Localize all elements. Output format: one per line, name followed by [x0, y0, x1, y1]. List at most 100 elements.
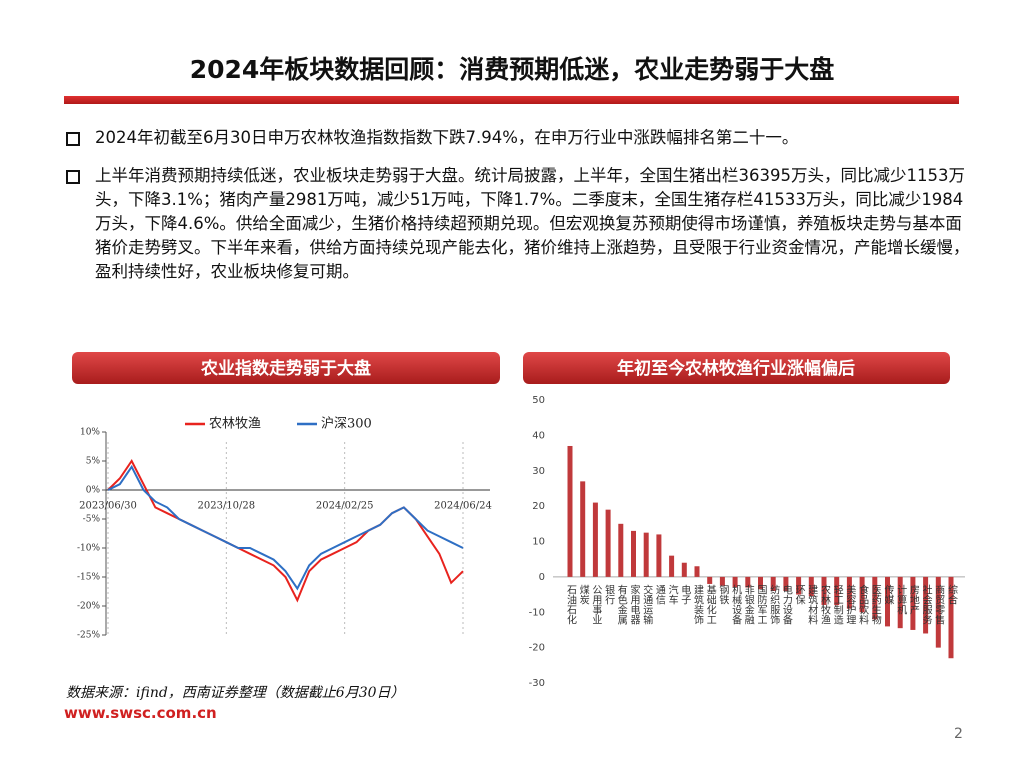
- x-tick-label: 建筑材料: [806, 584, 818, 626]
- bar: [669, 555, 675, 577]
- title-rule: [64, 96, 959, 104]
- bullet: 上半年消费预期持续低迷，农业板块走势弱于大盘。统计局披露，上半年，全国生猪出栏3…: [66, 164, 971, 284]
- bar: [707, 576, 713, 584]
- bar: [846, 576, 852, 609]
- bar: [910, 576, 916, 630]
- x-tick-label: 社会服务: [920, 584, 932, 626]
- bullet-text: 2024年初截至6月30日申万农林牧渔指数指数下跌7.94%，在申万行业中涨跌幅…: [95, 128, 799, 147]
- bar: [783, 576, 789, 592]
- bar: [592, 502, 598, 577]
- bar: [681, 562, 687, 577]
- x-tick-label: 公用事业: [590, 585, 602, 625]
- bar: [834, 576, 840, 606]
- series-line: [107, 459, 464, 603]
- y-tick-label: -10: [529, 607, 545, 618]
- y-tick-label: 0: [539, 572, 545, 583]
- x-tick-label: 轻工制造: [831, 584, 843, 625]
- bar: [605, 509, 611, 577]
- x-tick-label: 综合: [946, 584, 958, 606]
- chart-title: 农业指数走势弱于大盘: [200, 358, 371, 379]
- bar: [694, 566, 700, 577]
- x-tick-label: 石油石化: [565, 585, 577, 625]
- bar: [656, 534, 662, 577]
- x-tick-label: 传媒: [882, 585, 894, 606]
- bar: [618, 523, 624, 577]
- bar: [745, 576, 751, 588]
- x-tick-label: 环保: [793, 585, 805, 606]
- bar: [897, 576, 903, 629]
- x-tick-label: 煤炭: [577, 584, 589, 606]
- x-tick-label: 基础化工: [704, 584, 716, 625]
- x-tick-label: 非银金融: [742, 585, 754, 626]
- slide-title: 2024年板块数据回顾：消费预期低迷，农业走势弱于大盘: [189, 55, 835, 84]
- y-tick-label: -20%: [77, 602, 100, 612]
- bar: [567, 445, 573, 577]
- x-tick-label: 国防军工: [755, 585, 767, 625]
- page-number: 2: [954, 726, 963, 742]
- x-tick-label: 银行: [603, 584, 615, 606]
- chart-banner: [523, 352, 950, 384]
- y-tick-label: 30: [532, 466, 545, 477]
- bullet-box: [66, 170, 80, 184]
- y-tick-label: -25%: [77, 631, 100, 641]
- bar: [935, 576, 941, 648]
- y-tick-label: -15%: [77, 573, 100, 583]
- legend-label: 农林牧渔: [209, 417, 261, 432]
- x-tick-label: 2023/06/30: [79, 501, 137, 512]
- bar: [948, 576, 954, 659]
- x-tick-label: 美容护理: [844, 584, 856, 625]
- y-tick-label: 40: [532, 430, 545, 441]
- x-tick-label: 建筑装饰: [692, 584, 704, 626]
- x-tick-label: 食品饮料: [857, 584, 869, 626]
- x-tick-label: 通信: [653, 585, 665, 606]
- series-line: [107, 464, 464, 591]
- legend-label: 沪深300: [321, 416, 372, 432]
- x-tick-label: 有色金属: [615, 584, 627, 626]
- y-tick-label: -10%: [77, 544, 100, 554]
- y-tick-label: 10%: [80, 428, 100, 438]
- y-tick-label: -5%: [83, 515, 101, 525]
- x-tick-label: 纺织服饰: [768, 584, 780, 626]
- chart-banner: [72, 352, 500, 384]
- source-note: 数据来源：ifind，西南证券整理（数据截止6月30日）: [66, 685, 405, 701]
- x-tick-label: 2024/02/25: [316, 501, 374, 512]
- x-tick-label: 电子: [679, 584, 691, 605]
- bullet: 2024年初截至6月30日申万农林牧渔指数指数下跌7.94%，在申万行业中涨跌幅…: [66, 126, 971, 150]
- y-tick-label: -30: [529, 678, 545, 689]
- x-tick-label: 医药生物: [869, 585, 881, 626]
- x-tick-label: 机械设备: [730, 584, 742, 626]
- y-tick-label: 20: [532, 501, 545, 512]
- y-tick-label: 5%: [86, 457, 101, 467]
- chart-title: 年初至今农林牧渔行业涨幅偏后: [617, 358, 855, 379]
- y-tick-label: -20: [529, 643, 545, 654]
- x-tick-label: 交通运输: [641, 584, 653, 626]
- bar: [885, 576, 890, 627]
- x-tick-label: 农林牧渔: [819, 584, 831, 626]
- x-tick-label: 房地产: [907, 584, 919, 616]
- bar: [631, 530, 636, 577]
- x-tick-label: 电力设备: [780, 584, 792, 626]
- y-tick-label: 10: [532, 537, 545, 548]
- x-tick-label: 钢铁: [717, 584, 729, 606]
- bar: [580, 481, 586, 577]
- x-tick-label: 汽车: [666, 584, 678, 606]
- bar: [923, 576, 929, 634]
- bullet-text: 上半年消费预期持续低迷，农业板块走势弱于大盘。统计局披露，上半年，全国生猪出栏3…: [95, 166, 970, 281]
- bar: [643, 532, 649, 577]
- bar: [719, 576, 725, 586]
- site-url: www.swsc.com.cn: [64, 704, 217, 722]
- bar: [758, 576, 763, 590]
- x-tick-label: 商贸零售: [933, 584, 945, 626]
- bar: [808, 576, 814, 597]
- bar: [796, 576, 802, 595]
- bar: [859, 576, 865, 613]
- bar: [872, 576, 878, 620]
- x-tick-label: 2023/10/28: [198, 501, 256, 512]
- y-tick-label: 50: [532, 395, 545, 406]
- bar: [770, 576, 776, 592]
- bullet-box: [66, 132, 80, 146]
- bar: [821, 576, 827, 605]
- bar: [732, 576, 738, 588]
